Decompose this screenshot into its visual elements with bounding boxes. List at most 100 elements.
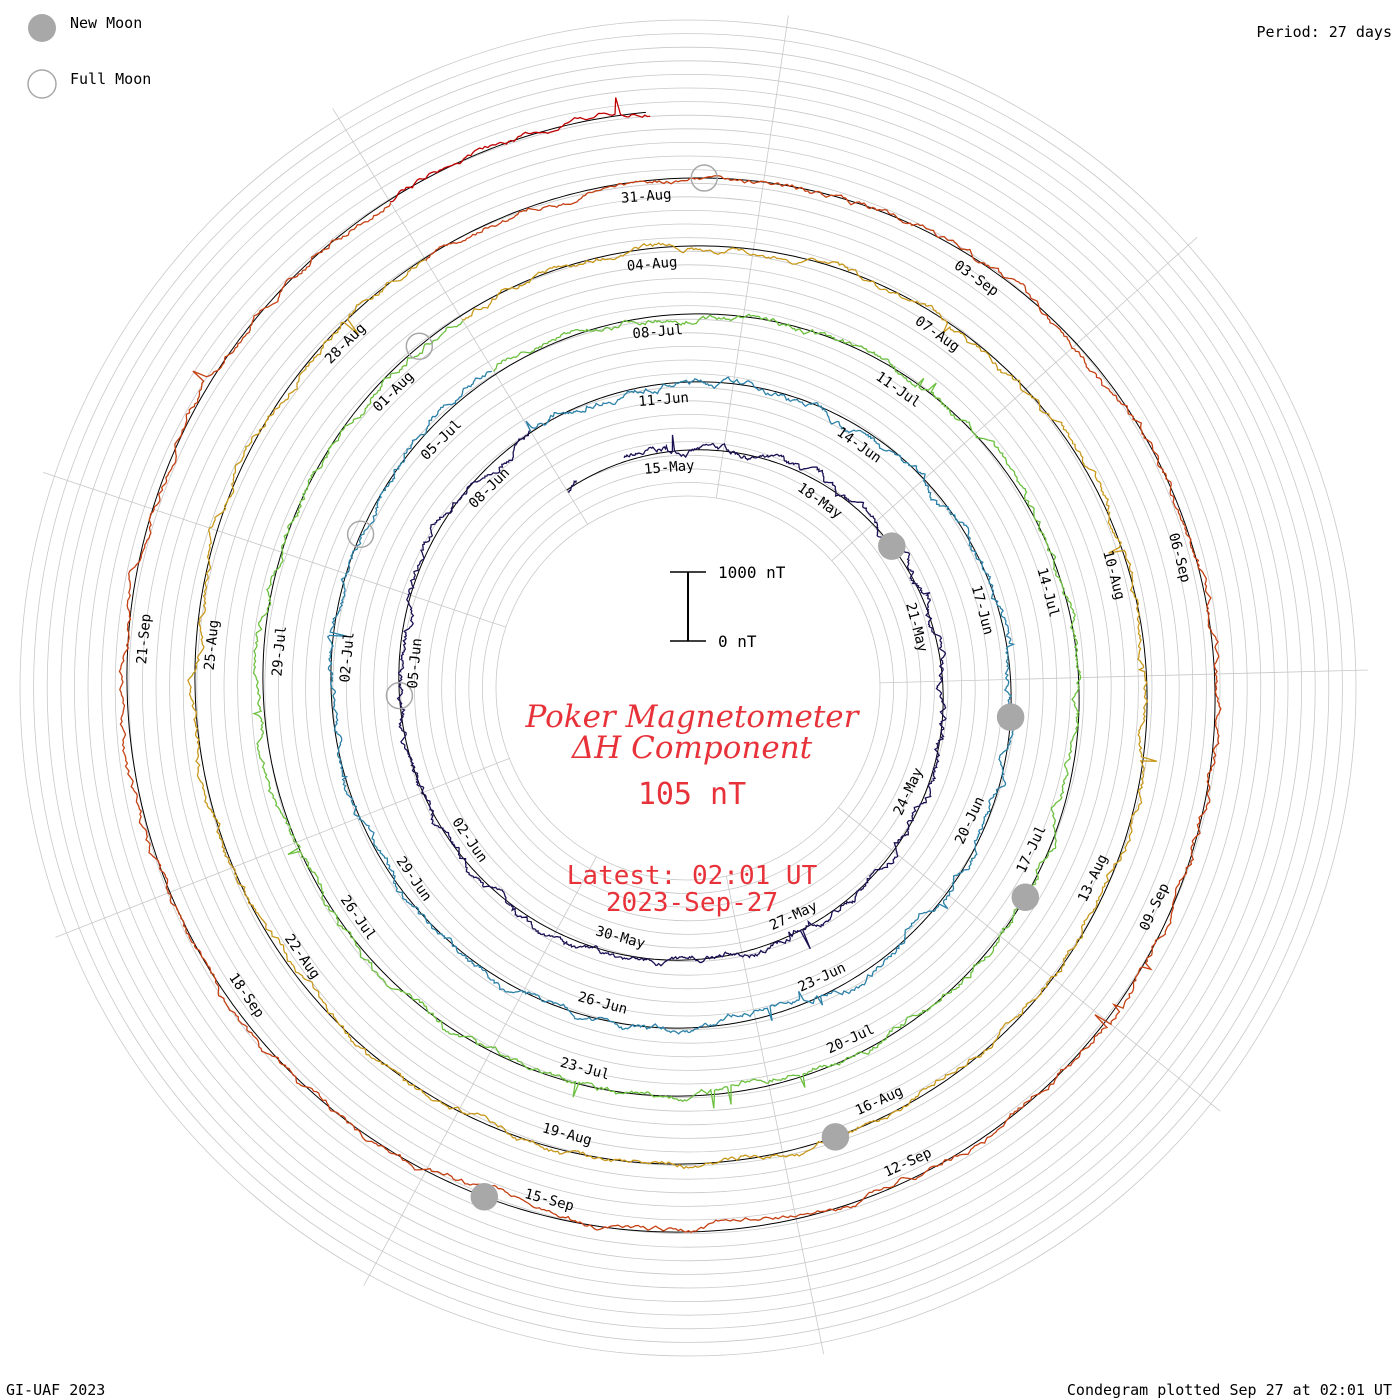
date-tick-label: 02-Jun bbox=[448, 815, 490, 866]
date-tick-label: 15-May bbox=[643, 458, 695, 478]
date-tick-label: 28-Aug bbox=[322, 320, 369, 367]
grid-ring bbox=[87, 87, 1289, 1289]
series-line bbox=[118, 175, 1222, 1234]
scale-bar bbox=[670, 571, 706, 642]
grid-ring bbox=[209, 209, 1167, 1167]
date-tick-label: 09-Sep bbox=[1137, 881, 1173, 934]
scale-bottom-label: 0 nT bbox=[718, 632, 757, 651]
new-moon-legend-icon bbox=[28, 14, 56, 42]
data-traces bbox=[118, 97, 1222, 1234]
polar-grid bbox=[19, 15, 1368, 1357]
date-tick-label: 31-Aug bbox=[620, 187, 672, 207]
scale-top-label: 1000 nT bbox=[718, 563, 786, 582]
date-tick-label: 29-Jul bbox=[269, 625, 290, 677]
date-tick-label: 18-Sep bbox=[225, 970, 267, 1021]
grid-spoke bbox=[725, 876, 825, 1355]
date-tick-label: 06-Sep bbox=[1165, 531, 1193, 584]
grid-spoke bbox=[838, 807, 1221, 1112]
new-moon-marker bbox=[821, 1123, 850, 1151]
cycle-baselines bbox=[126, 111, 1216, 1233]
grid-ring bbox=[128, 128, 1248, 1248]
grid-ring bbox=[19, 19, 1357, 1357]
grid-ring bbox=[318, 318, 1058, 1058]
date-tick-label: 08-Jun bbox=[466, 465, 513, 512]
grid-ring bbox=[237, 237, 1139, 1139]
new-moon-marker bbox=[878, 532, 906, 560]
chart-subtitle: ΔH Component bbox=[571, 730, 813, 766]
date-tick-label: 04-Aug bbox=[626, 254, 678, 274]
grid-spoke bbox=[42, 472, 507, 628]
footer-plotted: Condegram plotted Sep 27 at 02:01 UT bbox=[1067, 1381, 1392, 1399]
grid-ring bbox=[291, 291, 1085, 1085]
grid-spoke bbox=[715, 15, 789, 499]
chart-title: Poker Magnetometer bbox=[525, 699, 861, 735]
date-tick-label: 17-Jun bbox=[968, 584, 996, 637]
date-tick-label: 25-Aug bbox=[202, 619, 223, 671]
new-moon-marker bbox=[996, 703, 1025, 731]
date-tick-label: 12-Sep bbox=[882, 1145, 935, 1181]
grid-spoke bbox=[879, 669, 1368, 684]
date-tick-label: 26-Jul bbox=[337, 893, 379, 944]
full-moon-marker bbox=[405, 332, 434, 361]
date-tick-label: 02-Jul bbox=[337, 631, 358, 683]
new-moon-legend-label: New Moon bbox=[70, 14, 142, 32]
grid-ring bbox=[155, 155, 1221, 1221]
date-tick-label: 21-Sep bbox=[134, 613, 155, 665]
series-line bbox=[187, 242, 1157, 1170]
grid-ring bbox=[74, 74, 1302, 1302]
grid-ring bbox=[481, 481, 895, 895]
grid-ring bbox=[345, 345, 1031, 1031]
latest-date: 2023-Sep-27 bbox=[606, 888, 778, 918]
grid-ring bbox=[114, 114, 1262, 1262]
grid-ring bbox=[413, 413, 963, 963]
grid-ring bbox=[169, 169, 1207, 1207]
date-tick-label: 14-Jul bbox=[1034, 566, 1062, 619]
grid-ring bbox=[495, 495, 881, 881]
new-moon-marker bbox=[470, 1183, 499, 1211]
grid-ring bbox=[441, 441, 935, 935]
grid-ring bbox=[182, 182, 1194, 1194]
grid-ring bbox=[250, 250, 1126, 1126]
series-line bbox=[389, 97, 651, 203]
grid-ring bbox=[454, 454, 922, 922]
grid-ring bbox=[223, 223, 1153, 1153]
grid-ring bbox=[196, 196, 1180, 1180]
grid-ring bbox=[386, 386, 990, 990]
full-moon-marker bbox=[690, 164, 718, 192]
grid-ring bbox=[33, 33, 1343, 1343]
date-tick-label: 03-Sep bbox=[951, 258, 1002, 300]
series-line bbox=[252, 313, 1082, 1109]
date-tick-label: 17-Jul bbox=[1014, 823, 1050, 876]
date-tick-label: 24-May bbox=[891, 765, 927, 818]
date-tick-label: 29-Jun bbox=[393, 854, 435, 905]
date-tick-label: 05-Jul bbox=[418, 417, 465, 464]
grid-spoke bbox=[55, 758, 510, 938]
grid-ring bbox=[305, 305, 1071, 1071]
grid-ring bbox=[373, 373, 1003, 1003]
current-value: 105 nT bbox=[638, 777, 746, 812]
grid-ring bbox=[277, 277, 1099, 1099]
full-moon-legend-label: Full Moon bbox=[70, 70, 151, 88]
full-moon-legend-icon bbox=[27, 69, 57, 99]
grid-ring bbox=[264, 264, 1112, 1112]
full-moon-marker bbox=[346, 520, 375, 549]
date-tick-label: 11-Jun bbox=[638, 390, 690, 410]
latest-time: Latest: 02:01 UT bbox=[567, 861, 818, 891]
baseline-spiral bbox=[126, 111, 1216, 1233]
date-tick-label: 20-Jun bbox=[952, 794, 988, 847]
date-tick-label: 05-Jun bbox=[405, 637, 426, 689]
date-tick-label: 08-Jul bbox=[632, 322, 684, 342]
period-label: Period: 27 days bbox=[1257, 23, 1392, 41]
grid-ring bbox=[468, 468, 908, 908]
date-tick-label: 23-Jun bbox=[796, 960, 849, 996]
new-moon-marker bbox=[1011, 883, 1040, 912]
full-moon-marker bbox=[385, 681, 414, 710]
grid-ring bbox=[60, 60, 1316, 1316]
grid-ring bbox=[427, 427, 949, 949]
grid-ring bbox=[46, 46, 1330, 1330]
grid-ring bbox=[142, 142, 1234, 1234]
moon-markers bbox=[346, 164, 1040, 1211]
series-line bbox=[326, 370, 1016, 1035]
grid-ring bbox=[359, 359, 1017, 1017]
